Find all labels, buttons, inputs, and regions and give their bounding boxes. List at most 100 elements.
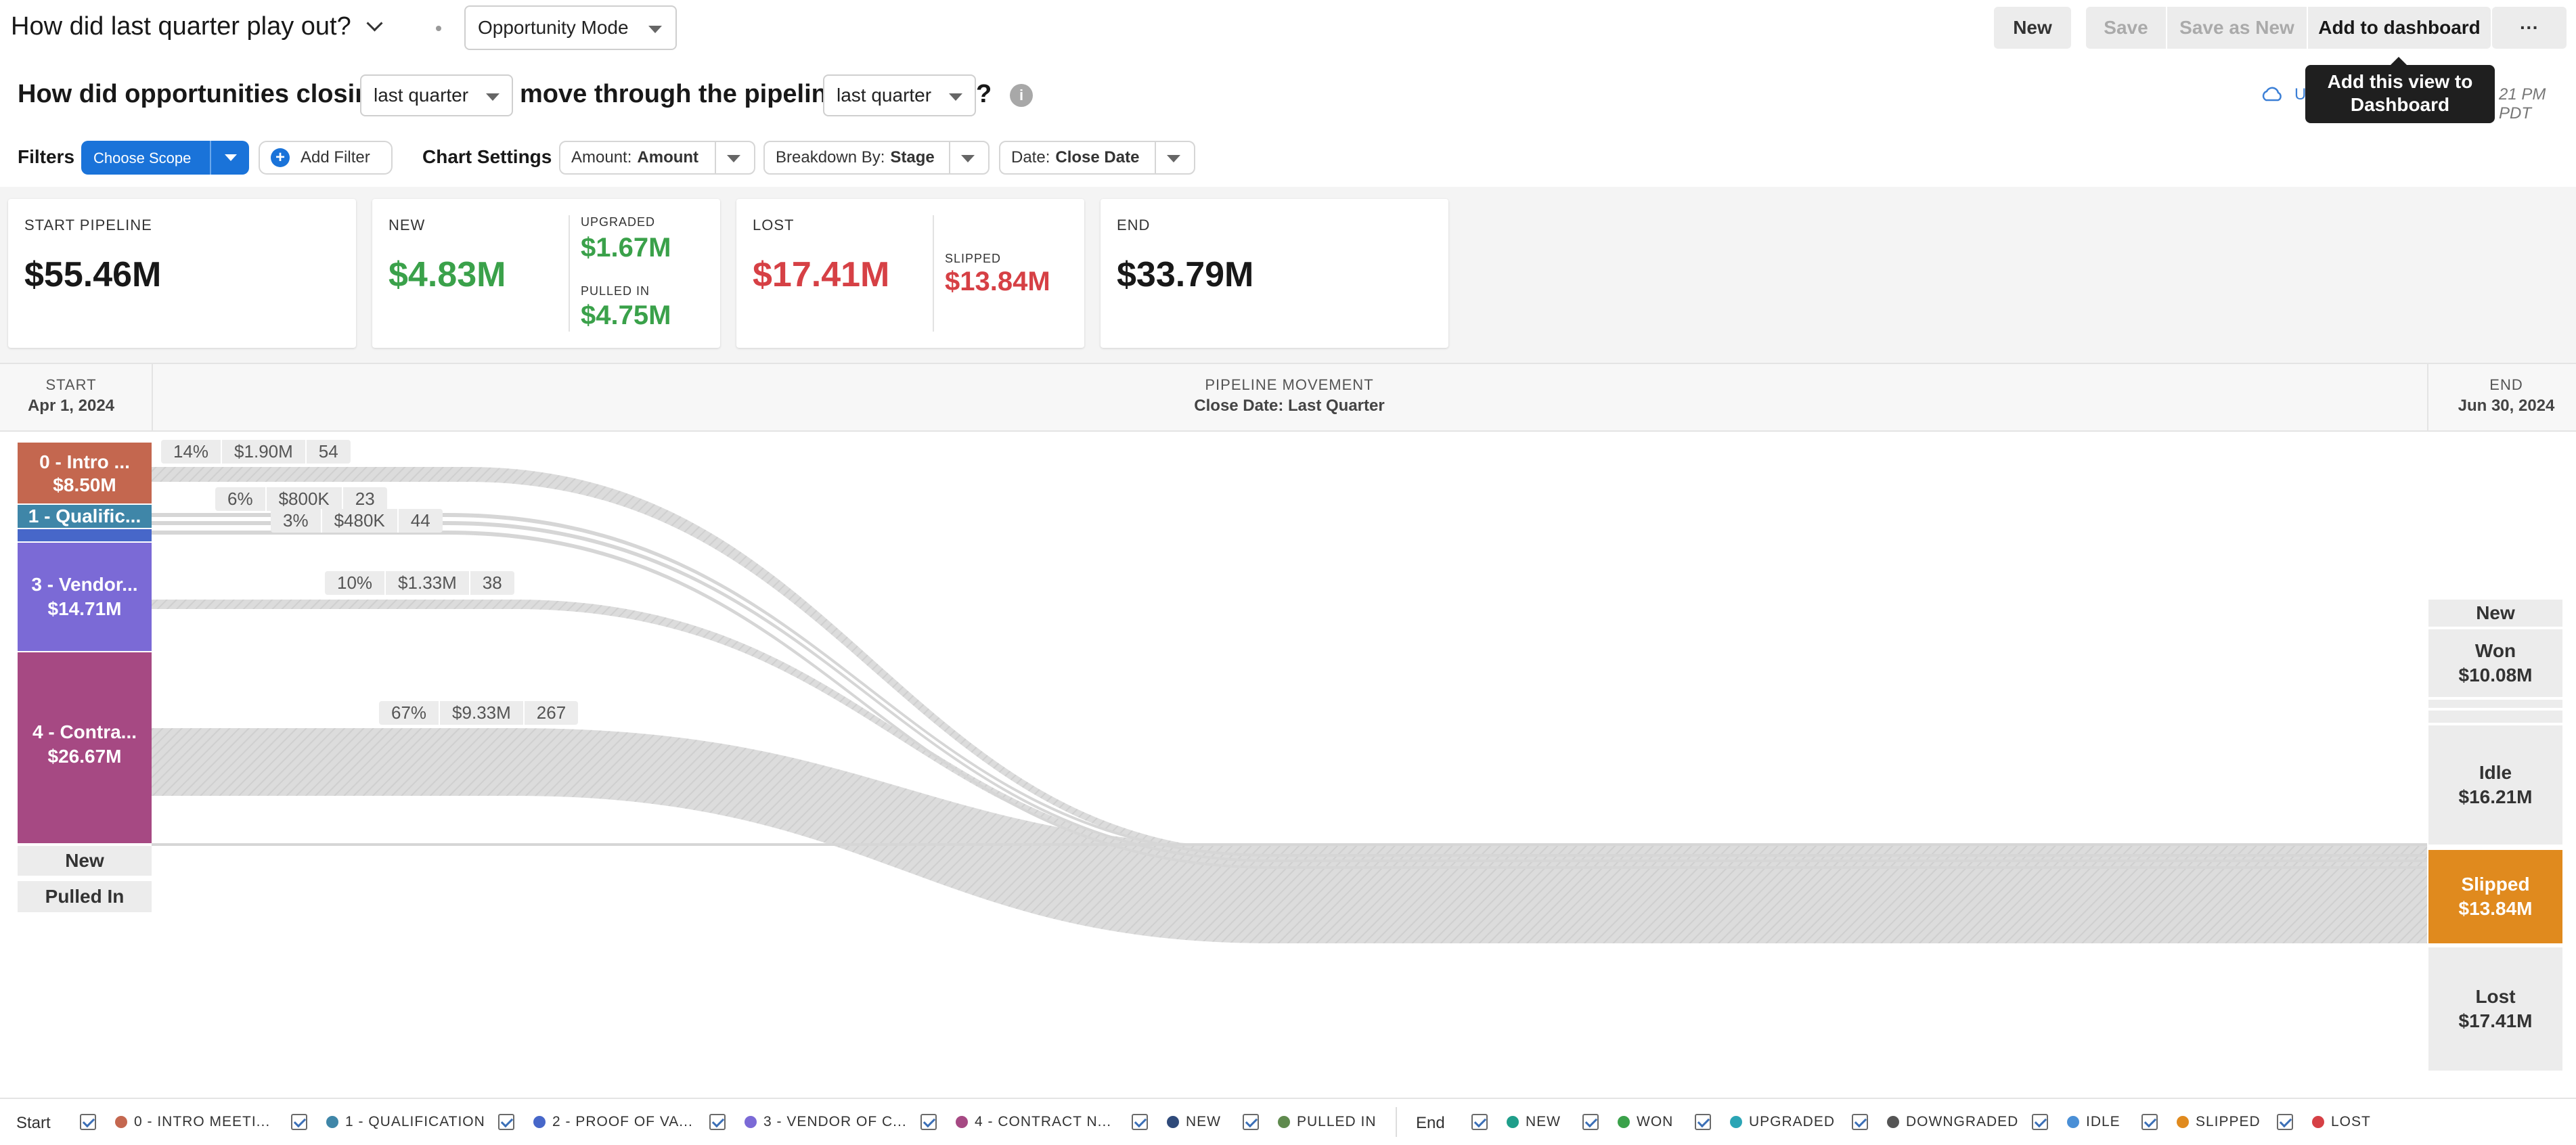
end-downgraded-block[interactable] [2428,711,2562,723]
start-column-divider [152,364,153,430]
end-new-block[interactable]: New [2428,600,2562,627]
legend-item[interactable]: NEW [1471,1114,1561,1130]
block-name: Slipped [2461,874,2530,895]
checkbox-checked-icon[interactable] [291,1114,307,1130]
color-dot [1507,1116,1519,1128]
color-dot [1278,1116,1290,1128]
new-button[interactable]: New [1994,7,2071,49]
legend-item[interactable]: LOST [2277,1114,2371,1130]
legend-item[interactable]: 0 - INTRO MEETI... [80,1114,270,1130]
info-icon[interactable]: i [1010,84,1033,107]
flow-pct: 67% [379,701,441,725]
checkbox-checked-icon[interactable] [1132,1114,1148,1130]
mode-select[interactable]: Opportunity Mode [464,5,677,50]
checkbox-checked-icon[interactable] [2277,1114,2293,1130]
start-stage-intro[interactable]: 0 - Intro ... $8.50M [18,443,152,503]
legend-item[interactable]: SLIPPED [2141,1114,2261,1130]
color-dot [1887,1116,1899,1128]
legend-item[interactable]: IDLE [2032,1114,2120,1130]
view-title[interactable]: How did last quarter play out? [11,12,383,41]
add-to-dashboard-button[interactable]: Add to dashboard [2308,7,2491,49]
date-setting[interactable]: Date: Close Date [999,141,1195,175]
end-won-block[interactable]: Won $10.08M [2428,629,2562,697]
kpi-lost-card[interactable]: LOST $17.41M SLIPPED $13.84M [736,199,1084,348]
end-upgraded-block[interactable] [2428,700,2562,708]
end-idle-block[interactable]: Idle $16.21M [2428,725,2562,845]
period-select-1[interactable]: last quarter [360,74,513,116]
legend-item-label: DOWNGRADED [1906,1114,2019,1129]
caret-down-icon [648,26,662,33]
start-pulled-in-block[interactable]: Pulled In [18,881,152,912]
start-new-block[interactable]: New [18,846,152,876]
caret-down-icon[interactable] [225,154,237,161]
start-end-baseline [152,843,2427,846]
checkbox-checked-icon[interactable] [1582,1114,1599,1130]
kpi-slipped-value: $13.84M [945,267,1050,296]
end-label: END [2489,376,2523,393]
start-stage-vendor[interactable]: 3 - Vendor... $14.71M [18,543,152,651]
checkbox-checked-icon[interactable] [709,1114,726,1130]
kpi-start-card[interactable]: START PIPELINE $55.46M [8,199,356,348]
more-options-button[interactable]: ··· [2492,7,2567,49]
save-button[interactable]: Save [2086,7,2166,49]
legend-item[interactable]: 1 - QUALIFICATION [291,1114,485,1130]
flow-count: 44 [410,510,430,531]
breakdown-setting[interactable]: Breakdown By: Stage [763,141,990,175]
legend-item[interactable]: PULLED IN [1243,1114,1377,1130]
checkbox-checked-icon[interactable] [2141,1114,2158,1130]
legend-item[interactable]: UPGRADED [1695,1114,1835,1130]
kpi-lost-value: $17.41M [753,255,890,294]
legend-item-label: 0 - INTRO MEETI... [134,1114,271,1129]
legend-item[interactable]: DOWNGRADED [1852,1114,2018,1130]
checkbox-checked-icon[interactable] [2032,1114,2048,1130]
legend-item[interactable]: WON [1582,1114,1673,1130]
start-stage-proof-of-value[interactable] [18,529,152,541]
amount-setting[interactable]: Amount: Amount [559,141,755,175]
kpi-slipped-label: SLIPPED [945,252,1002,265]
color-dot [1730,1116,1742,1128]
end-column-divider [2427,364,2428,430]
date-key: Date: [1011,148,1050,166]
pipeline-movement-label: PIPELINE MOVEMENT [1205,376,1374,393]
start-stage-contract[interactable]: 4 - Contra... $26.67M [18,652,152,843]
scope-divider [210,141,211,175]
question-part2: move through the pipeline [520,80,842,108]
kpi-pulled-in-label: PULLED IN [581,284,650,298]
add-filter-button[interactable]: + Add Filter [259,141,393,175]
kpi-new-card[interactable]: NEW $4.83M UPGRADED $1.67M PULLED IN $4.… [372,199,720,348]
period-select-1-label: last quarter [374,85,469,106]
stage-value: $14.71M [47,598,122,619]
question-mark: ? [976,80,992,108]
divider [1155,142,1156,173]
legend-item[interactable]: NEW [1132,1114,1221,1130]
period-select-2[interactable]: last quarter [823,74,976,116]
kpi-new-label: NEW [388,217,426,233]
kpi-upgraded-label: UPGRADED [581,215,656,229]
flow-label: 3% $480K 44 [271,509,443,533]
legend-item[interactable]: 3 - VENDOR OF C... [709,1114,907,1130]
stage-name: 0 - Intro ... [39,451,130,472]
legend-item[interactable]: 4 - CONTRACT N... [920,1114,1111,1130]
choose-scope-button[interactable]: Choose Scope [81,141,249,175]
checkbox-checked-icon[interactable] [1852,1114,1868,1130]
color-dot [533,1116,546,1128]
add-to-dashboard-tooltip: Add this view to Dashboard [2305,57,2495,123]
checkbox-checked-icon[interactable] [498,1114,514,1130]
save-as-new-button[interactable]: Save as New [2167,7,2307,49]
mode-select-label: Opportunity Mode [478,17,629,38]
block-name: Idle [2479,762,2512,783]
breakdown-key: Breakdown By: [776,148,885,166]
checkbox-checked-icon[interactable] [920,1114,937,1130]
checkbox-checked-icon[interactable] [1695,1114,1711,1130]
start-stage-qualification[interactable]: 1 - Qualific... [18,505,152,528]
divider [569,215,570,332]
checkbox-checked-icon[interactable] [1471,1114,1488,1130]
block-value: $10.08M [2458,665,2533,686]
legend-item[interactable]: 2 - PROOF OF VA... [498,1114,693,1130]
end-lost-block[interactable]: Lost $17.41M [2428,947,2562,1071]
end-slipped-block[interactable]: Slipped $13.84M [2428,850,2562,943]
kpi-end-card[interactable]: END $33.79M [1101,199,1448,348]
stage-value: $8.50M [53,474,116,495]
checkbox-checked-icon[interactable] [1243,1114,1259,1130]
checkbox-checked-icon[interactable] [80,1114,96,1130]
